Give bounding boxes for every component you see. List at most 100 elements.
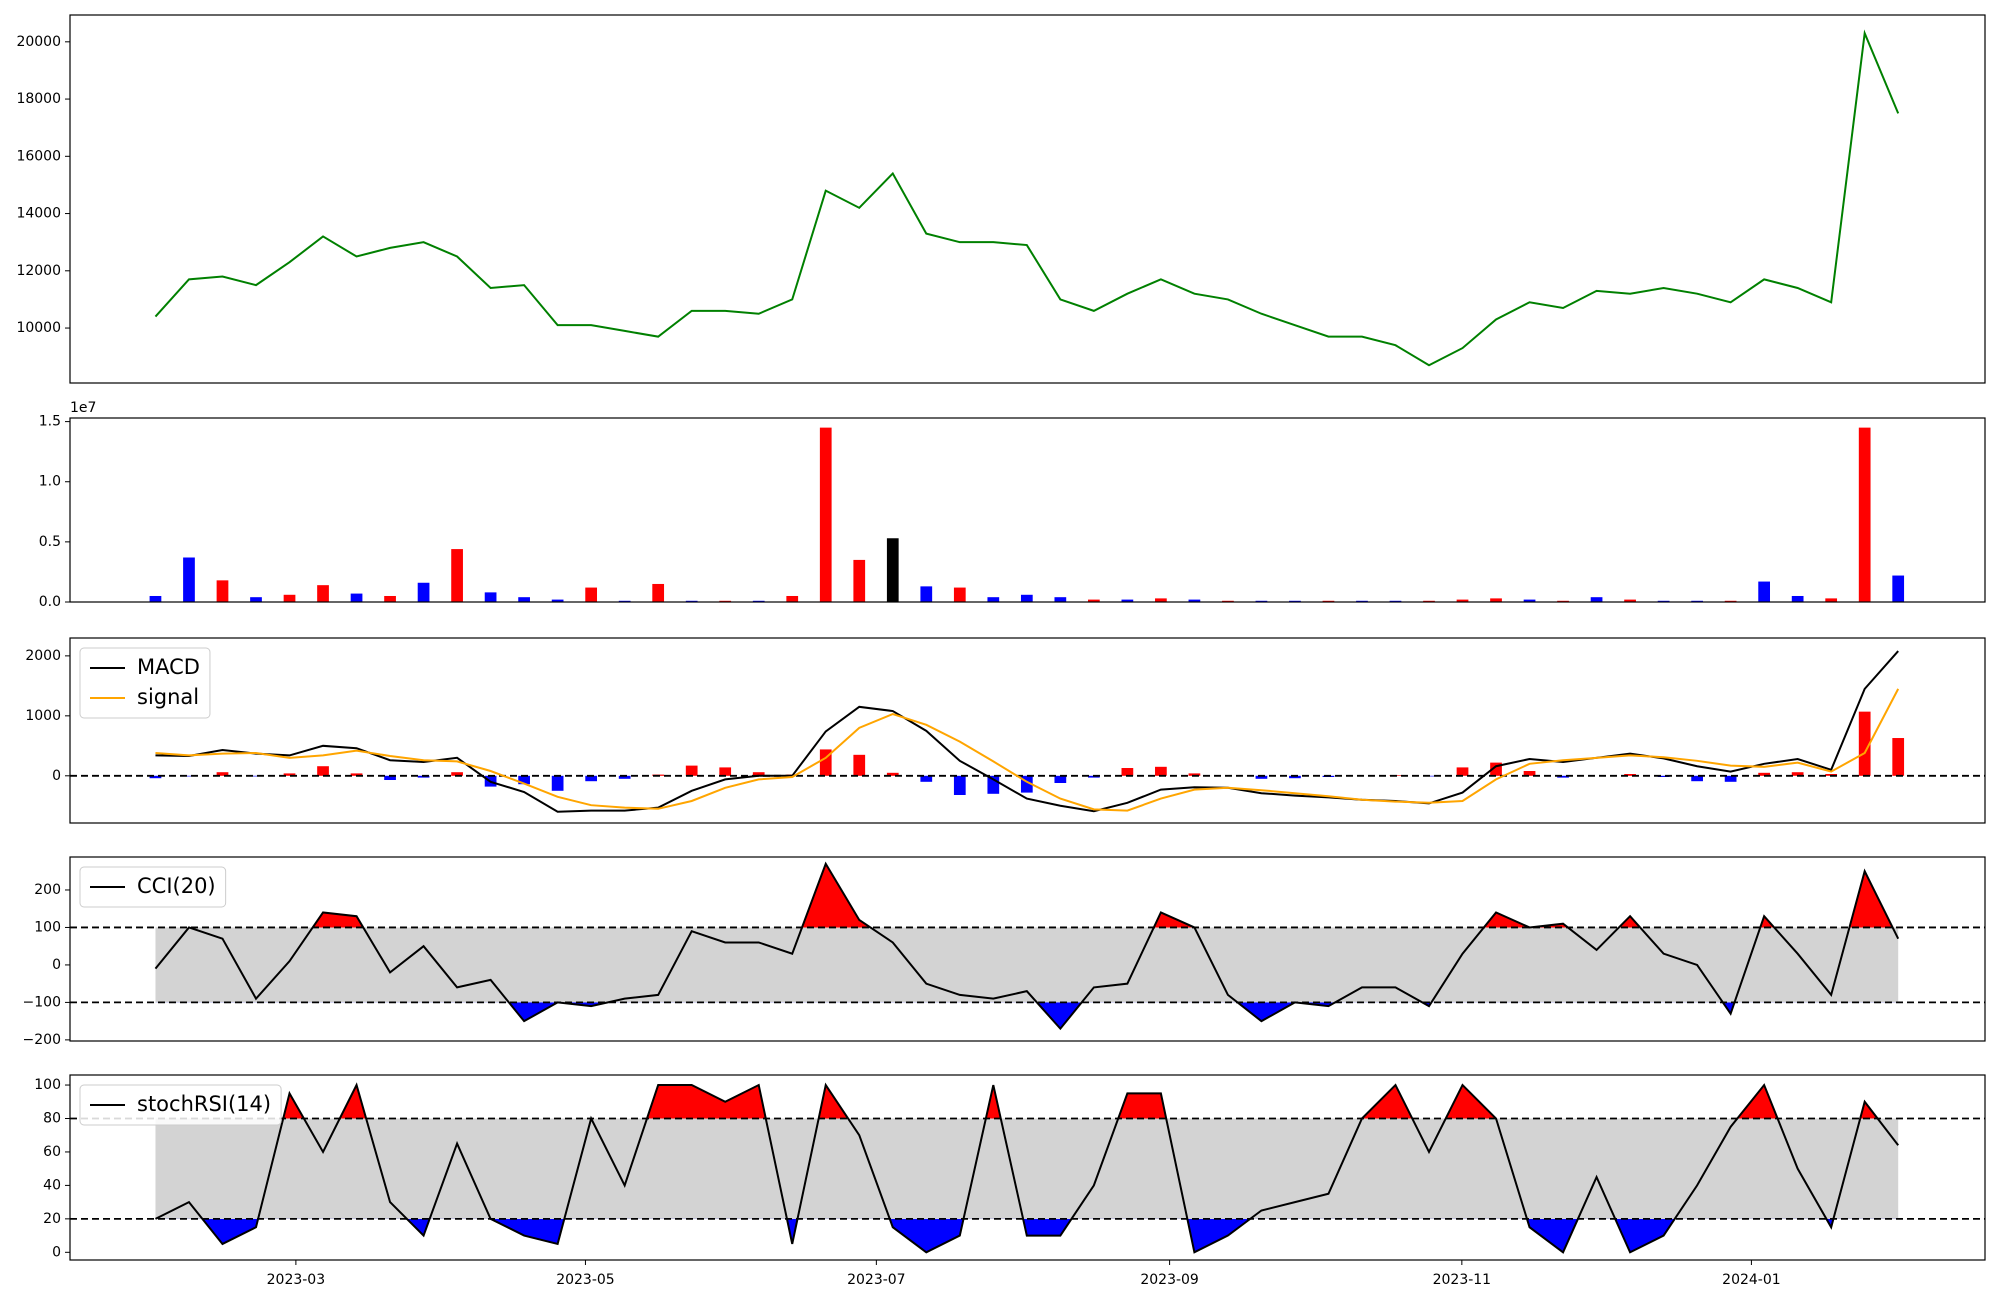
volume-bar bbox=[685, 600, 698, 602]
volume-bar bbox=[283, 594, 296, 602]
volume-bar bbox=[1758, 581, 1771, 602]
volume-bar bbox=[317, 585, 329, 602]
band bbox=[155, 1118, 1899, 1219]
x-tick-label: 2023-03 bbox=[267, 1272, 326, 1288]
histogram-bar bbox=[1121, 768, 1134, 776]
histogram-bar bbox=[1155, 766, 1167, 776]
histogram-bar bbox=[149, 775, 162, 779]
volume-bar bbox=[1356, 600, 1368, 602]
y-tick-label: 18000 bbox=[16, 91, 61, 107]
histogram-bar bbox=[183, 775, 195, 777]
frame bbox=[69, 1074, 1986, 1261]
histogram-bar bbox=[518, 775, 530, 785]
volume-bar bbox=[1322, 600, 1335, 602]
volume-bar bbox=[886, 538, 899, 602]
volume-bar bbox=[618, 600, 631, 602]
histogram-bar bbox=[1523, 771, 1536, 776]
panel: 10000 12000 14000 16000 18000 20000 bbox=[16, 14, 1986, 384]
legend-label: signal bbox=[137, 685, 199, 709]
volume-bar bbox=[1724, 600, 1737, 602]
volume-bar bbox=[1188, 599, 1201, 602]
volume-bar bbox=[1389, 600, 1402, 602]
volume-bar bbox=[1557, 600, 1569, 602]
volume-bar bbox=[1691, 600, 1703, 602]
volume-bar bbox=[719, 600, 732, 602]
y-tick-label: −200 bbox=[23, 1032, 61, 1048]
histogram-bar bbox=[1892, 738, 1905, 776]
volume-bar bbox=[1858, 427, 1871, 602]
histogram-bar bbox=[1289, 775, 1301, 779]
volume-bar bbox=[149, 595, 162, 602]
histogram-bar bbox=[283, 773, 296, 776]
x-tick-label: 2023-09 bbox=[1140, 1272, 1199, 1288]
volume-bar bbox=[1892, 575, 1905, 602]
histogram-bar bbox=[350, 773, 363, 776]
volume-bar bbox=[1222, 600, 1234, 602]
volume-bar bbox=[786, 595, 799, 602]
volume-bar bbox=[1791, 595, 1804, 602]
y-tick-label: 2000 bbox=[25, 648, 61, 664]
histogram-bar bbox=[250, 775, 262, 777]
histogram-bar bbox=[384, 775, 396, 781]
x-tick-label: 2024-01 bbox=[1722, 1272, 1781, 1288]
volume-bar bbox=[1255, 600, 1268, 602]
volume-bar bbox=[987, 597, 1000, 602]
y-tick-label: 80 bbox=[43, 1110, 61, 1126]
volume-bar bbox=[1523, 599, 1536, 602]
histogram-bar bbox=[987, 775, 1000, 794]
volume-bar bbox=[183, 557, 195, 602]
volume-bar bbox=[350, 593, 363, 602]
histogram-bar bbox=[1054, 775, 1067, 784]
y-tick-label: 14000 bbox=[16, 206, 61, 222]
histogram-bar bbox=[1657, 775, 1670, 778]
legend-box bbox=[79, 866, 227, 908]
panel: 0 1000 2000 MACD signal bbox=[25, 637, 1986, 824]
volume-bar bbox=[1490, 598, 1502, 602]
plot-area bbox=[70, 650, 1985, 813]
y-tick-label: 60 bbox=[43, 1144, 61, 1160]
histogram-bar bbox=[1691, 775, 1703, 782]
series-line bbox=[154, 29, 1900, 367]
histogram-bar bbox=[685, 765, 698, 776]
histogram-bar bbox=[920, 775, 933, 782]
legend-box bbox=[79, 647, 211, 719]
histogram-bar bbox=[216, 772, 229, 776]
histogram-bar bbox=[1490, 762, 1502, 776]
frame bbox=[69, 856, 1986, 1042]
legend: MACD signal bbox=[79, 647, 211, 719]
volume-bar bbox=[752, 600, 765, 602]
legend: CCI(20) bbox=[79, 866, 227, 908]
y-tick-label: 40 bbox=[43, 1177, 61, 1193]
volume-bar bbox=[250, 597, 262, 602]
frame bbox=[69, 637, 1986, 824]
volume-bar bbox=[585, 587, 598, 602]
y-tick-label: 16000 bbox=[16, 148, 61, 164]
histogram-bar bbox=[1858, 711, 1871, 776]
y-tick-label: 20 bbox=[43, 1211, 61, 1227]
y-tick-label: 1.0 bbox=[39, 474, 61, 490]
histogram-bar bbox=[886, 772, 899, 776]
volume-bar bbox=[1456, 599, 1469, 602]
legend-label: stochRSI(14) bbox=[137, 1092, 271, 1116]
histogram-bar bbox=[1557, 775, 1569, 778]
x-tick-label: 2023-05 bbox=[556, 1272, 615, 1288]
panel: 0.0 0.5 1.0 1.5 1e7 bbox=[39, 400, 1986, 610]
volume-bar bbox=[1423, 600, 1435, 602]
histogram-bar bbox=[1791, 772, 1804, 776]
series-line bbox=[155, 688, 1900, 812]
volume-bar bbox=[1289, 600, 1301, 602]
y-tick-label: 0 bbox=[52, 1244, 61, 1260]
histogram-bar bbox=[853, 754, 866, 776]
volume-bar bbox=[1624, 599, 1636, 602]
y-tick-label: 0.5 bbox=[39, 534, 61, 550]
histogram-bar bbox=[1624, 774, 1636, 776]
histogram-bar bbox=[618, 775, 631, 779]
y-tick-label: 200 bbox=[34, 882, 61, 898]
x-tick-label: 2023-11 bbox=[1433, 1272, 1492, 1288]
panel: 0 20 40 60 80 100 2023-03 2023-05 2023-07 2023-09… bbox=[34, 1074, 1986, 1288]
y-tick-label: 0 bbox=[52, 957, 61, 973]
volume-bar bbox=[417, 582, 430, 602]
y-tick-label: 0.0 bbox=[39, 594, 61, 610]
histogram-bar bbox=[1255, 775, 1268, 779]
